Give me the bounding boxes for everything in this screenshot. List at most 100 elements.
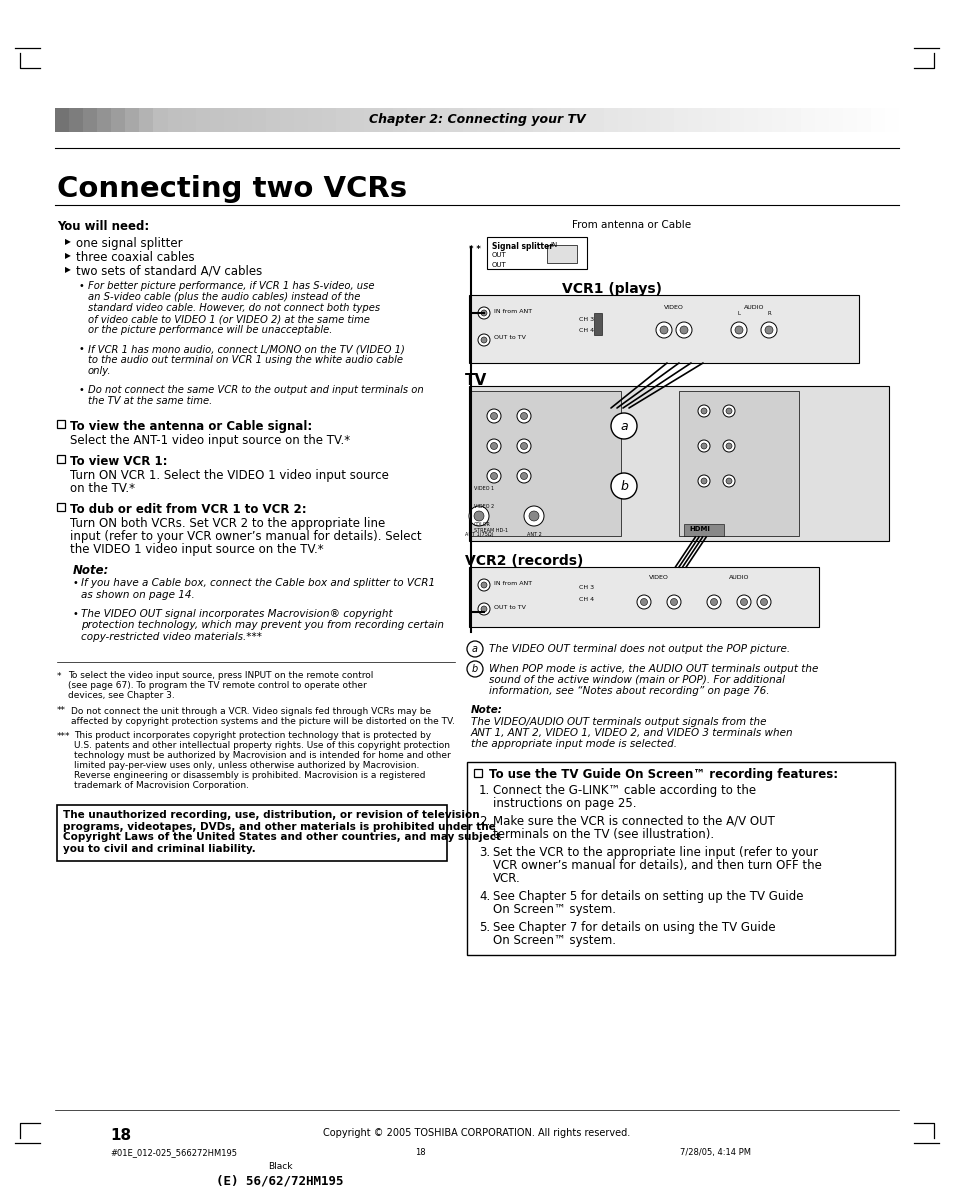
Circle shape [520,443,527,449]
Bar [57,420,65,428]
Bar [856,108,870,132]
Text: a: a [472,644,477,654]
Text: one signal splitter: one signal splitter [76,237,182,250]
Text: limited pay-per-view uses only, unless otherwise authorized by Macrovision.: limited pay-per-view uses only, unless o… [74,761,419,771]
Text: From antenna or Cable: From antenna or Cable [572,220,690,230]
Bar [449,108,463,132]
Text: terminals on the TV (see illustration).: terminals on the TV (see illustration). [493,828,714,841]
Bar [631,108,645,132]
Text: If you have a Cable box, connect the Cable box and splitter to VCR1: If you have a Cable box, connect the Cab… [81,578,435,588]
Text: Set the VCR to the appropriate line input (refer to your: Set the VCR to the appropriate line inpu… [493,846,817,859]
Circle shape [477,307,490,319]
Bar [378,108,393,132]
Circle shape [610,473,637,499]
Text: VIDEO 1: VIDEO 1 [474,486,494,491]
Text: CH 4: CH 4 [578,328,594,333]
Circle shape [725,409,731,414]
Bar [814,108,828,132]
Text: CH 3: CH 3 [578,585,594,590]
Text: Chapter 2: Connecting your TV: Chapter 2: Connecting your TV [368,113,585,126]
Bar [504,108,519,132]
Circle shape [490,473,497,480]
Bar [336,108,351,132]
Text: ▶: ▶ [65,266,71,274]
Text: Note:: Note: [73,565,110,576]
Circle shape [698,439,709,453]
Text: Reverse engineering or disassembly is prohibited. Macrovision is a registered: Reverse engineering or disassembly is pr… [74,772,425,780]
Text: R: R [766,311,770,316]
Bar [589,108,603,132]
Text: protection technology, which may prevent you from recording certain: protection technology, which may prevent… [81,621,443,630]
Circle shape [477,603,490,615]
Text: * *: * * [469,245,480,254]
Text: Connecting two VCRs: Connecting two VCRs [57,175,407,202]
Bar [57,503,65,511]
Text: an S-video cable (plus the audio cables) instead of the: an S-video cable (plus the audio cables)… [88,292,360,303]
Bar [659,108,674,132]
Circle shape [725,443,731,449]
Text: technology must be authorized by Macrovision and is intended for home and other: technology must be authorized by Macrovi… [74,752,450,761]
Bar [252,108,266,132]
Text: Do not connect the unit through a VCR. Video signals fed through VCRs may be: Do not connect the unit through a VCR. V… [71,706,431,716]
Text: of video cable to VIDEO 1 (or VIDEO 2) at the same time: of video cable to VIDEO 1 (or VIDEO 2) a… [88,314,370,324]
Bar [55,108,70,132]
Text: three coaxial cables: three coaxial cables [76,251,194,264]
Bar [603,108,618,132]
Text: The VIDEO OUT terminal does not output the POP picture.: The VIDEO OUT terminal does not output t… [489,644,789,654]
Bar [237,108,253,132]
Text: If VCR 1 has mono audio, connect L/MONO on the TV (VIDEO 1): If VCR 1 has mono audio, connect L/MONO … [88,344,404,354]
Circle shape [467,661,482,676]
Text: OUT to TV: OUT to TV [494,605,525,610]
Circle shape [469,506,489,526]
Text: ▶: ▶ [65,251,71,260]
Text: •: • [79,281,85,291]
Circle shape [480,606,486,612]
Circle shape [639,599,647,605]
Text: To use the TV Guide On Screen™ recording features:: To use the TV Guide On Screen™ recording… [489,768,838,781]
Bar [617,108,632,132]
Circle shape [706,596,720,609]
Text: To select the video input source, press INPUT on the remote control: To select the video input source, press … [68,672,373,680]
Circle shape [474,511,483,520]
Text: b: b [619,480,627,493]
Bar [645,108,659,132]
Circle shape [734,326,742,333]
Text: COLOR
STREAM HD-1: COLOR STREAM HD-1 [474,522,508,532]
Bar [393,108,407,132]
Bar [884,108,899,132]
Text: or the picture performance will be unacceptable.: or the picture performance will be unacc… [88,325,332,335]
Circle shape [676,322,691,338]
Bar [469,295,858,363]
Text: information, see “Notes about recording” on page 76.: information, see “Notes about recording”… [489,686,769,696]
Bar [575,108,589,132]
Text: ANT 1, ANT 2, VIDEO 1, VIDEO 2, and VIDEO 3 terminals when: ANT 1, ANT 2, VIDEO 1, VIDEO 2, and VIDE… [471,728,793,738]
Circle shape [670,599,677,605]
Circle shape [486,469,500,484]
Circle shape [757,596,770,609]
Bar [57,455,65,463]
Text: On Screen™ system.: On Screen™ system. [493,903,616,916]
Text: AUDIO: AUDIO [743,305,763,310]
Circle shape [637,596,650,609]
Bar [210,108,224,132]
Bar [469,386,888,541]
Circle shape [490,412,497,419]
Circle shape [760,599,767,605]
Circle shape [610,413,637,439]
Text: VCR owner’s manual for details), and then turn OFF the: VCR owner’s manual for details), and the… [493,859,821,872]
Bar [420,108,435,132]
Text: Make sure the VCR is connected to the A/V OUT: Make sure the VCR is connected to the A/… [493,815,774,828]
Text: Turn ON VCR 1. Select the VIDEO 1 video input source: Turn ON VCR 1. Select the VIDEO 1 video … [70,469,389,482]
Text: affected by copyright protection systems and the picture will be distorted on th: affected by copyright protection systems… [71,717,455,725]
Text: 2.: 2. [478,815,490,828]
Text: Select the ANT-1 video input source on the TV.*: Select the ANT-1 video input source on t… [70,434,350,447]
Text: standard video cable. However, do not connect both types: standard video cable. However, do not co… [88,303,379,313]
Bar [594,313,601,335]
Text: instructions on page 25.: instructions on page 25. [493,797,636,810]
Bar [683,524,723,536]
Circle shape [730,322,746,338]
Text: the VIDEO 1 video input source on the TV.*: the VIDEO 1 video input source on the TV… [70,543,323,556]
Text: See Chapter 7 for details on using the TV Guide: See Chapter 7 for details on using the T… [493,921,775,934]
Text: •: • [79,344,85,354]
Circle shape [700,478,706,484]
